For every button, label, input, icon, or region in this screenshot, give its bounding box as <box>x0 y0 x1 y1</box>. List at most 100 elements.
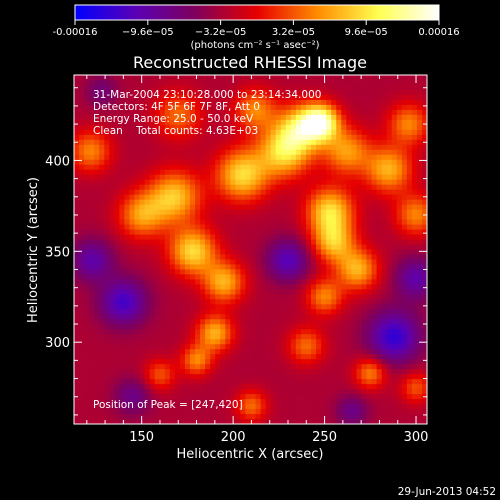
heatmap-cell <box>184 329 191 335</box>
heatmap-cell <box>189 224 196 231</box>
heatmap-cell <box>265 359 272 365</box>
heatmap-cell <box>144 379 151 385</box>
heatmap-cell <box>230 134 236 141</box>
heatmap-cell <box>401 219 408 226</box>
heatmap-cell <box>260 364 267 370</box>
heatmap-cell <box>316 249 322 256</box>
heatmap-cell <box>154 309 161 315</box>
heatmap-cell <box>94 229 100 236</box>
heatmap-cell <box>295 289 302 295</box>
heatmap-cell <box>381 79 388 86</box>
heatmap-cell <box>331 244 337 251</box>
heatmap-cell <box>124 269 131 276</box>
heatmap-cell <box>275 199 282 206</box>
heatmap-cell <box>265 174 272 181</box>
heatmap-cell <box>366 304 373 310</box>
heatmap-cell <box>406 184 413 191</box>
heatmap-cell <box>396 359 403 365</box>
heatmap-cell <box>326 384 332 390</box>
heatmap-cell <box>316 264 322 271</box>
heatmap-cell <box>336 359 342 365</box>
heatmap-cell <box>265 389 272 395</box>
heatmap-cell <box>336 214 342 221</box>
heatmap-cell <box>149 94 156 101</box>
heatmap-cell <box>84 84 90 91</box>
heatmap-cell <box>376 309 383 315</box>
heatmap-cell <box>386 269 393 276</box>
heatmap-cell <box>311 344 317 350</box>
heatmap-cell <box>376 409 383 415</box>
heatmap-cell <box>240 374 247 380</box>
heatmap-cell <box>391 139 398 146</box>
heatmap-cell <box>411 299 418 305</box>
heatmap-cell <box>295 274 302 281</box>
heatmap-cell <box>416 294 423 300</box>
heatmap-cell <box>104 369 110 375</box>
heatmap-cell <box>316 239 322 246</box>
heatmap-cell <box>401 314 408 320</box>
heatmap-cell <box>275 139 282 146</box>
heatmap-cell <box>240 169 247 176</box>
heatmap-cell <box>99 299 105 305</box>
heatmap-cell <box>119 379 126 385</box>
heatmap-cell <box>411 174 418 181</box>
heatmap-cell <box>124 104 131 111</box>
heatmap-cell <box>396 124 403 131</box>
heatmap-cell <box>280 289 287 295</box>
heatmap-cell <box>255 299 262 305</box>
heatmap-cell <box>260 129 267 136</box>
heatmap-cell <box>84 264 90 271</box>
heatmap-cell <box>331 339 337 345</box>
heatmap-cell <box>195 159 201 166</box>
heatmap-cell <box>386 394 393 400</box>
heatmap-cell <box>210 169 216 176</box>
heatmap-cell <box>265 279 272 285</box>
heatmap-cell <box>285 279 292 285</box>
heatmap-cell <box>396 154 403 161</box>
heatmap-cell <box>94 114 100 121</box>
heatmap-cell <box>356 344 363 350</box>
heatmap-cell <box>421 389 427 395</box>
heatmap-cell <box>401 79 408 86</box>
heatmap-cell <box>184 169 191 176</box>
heatmap-cell <box>371 134 378 141</box>
heatmap-cell <box>119 244 126 251</box>
heatmap-cell <box>416 249 423 256</box>
heatmap-cell <box>290 209 297 216</box>
heatmap-cell <box>411 324 418 330</box>
heatmap-cell <box>109 219 115 226</box>
heatmap-cell <box>139 369 146 375</box>
heatmap-cell <box>184 139 191 146</box>
heatmap-cell <box>416 89 423 96</box>
heatmap-cell <box>119 309 126 315</box>
heatmap-cell <box>275 184 282 191</box>
heatmap-cell <box>179 184 186 191</box>
heatmap-cell <box>205 289 211 295</box>
heatmap-cell <box>401 329 408 335</box>
heatmap-cell <box>371 229 378 236</box>
heatmap-cell <box>421 219 427 226</box>
heatmap-cell <box>255 234 262 241</box>
heatmap-cell <box>275 124 282 131</box>
heatmap-cell <box>139 224 146 231</box>
heatmap-cell <box>260 279 267 285</box>
heatmap-cell <box>225 75 231 81</box>
heatmap-cell <box>225 344 231 350</box>
heatmap-cell <box>295 419 302 424</box>
heatmap-cell <box>411 309 418 315</box>
heatmap-cell <box>260 194 267 201</box>
heatmap-cell <box>114 369 120 375</box>
heatmap-cell <box>144 374 151 380</box>
heatmap-cell <box>421 269 427 276</box>
heatmap-cell <box>109 259 115 266</box>
heatmap-cell <box>386 359 393 365</box>
heatmap-cell <box>174 329 181 335</box>
heatmap-cell <box>94 274 100 281</box>
heatmap-cell <box>311 324 317 330</box>
heatmap-cell <box>179 374 186 380</box>
heatmap-cell <box>205 414 211 420</box>
heatmap-cell <box>169 264 176 271</box>
heatmap-cell <box>149 404 156 410</box>
heatmap-cell <box>240 269 247 276</box>
heatmap-cell <box>351 184 357 191</box>
